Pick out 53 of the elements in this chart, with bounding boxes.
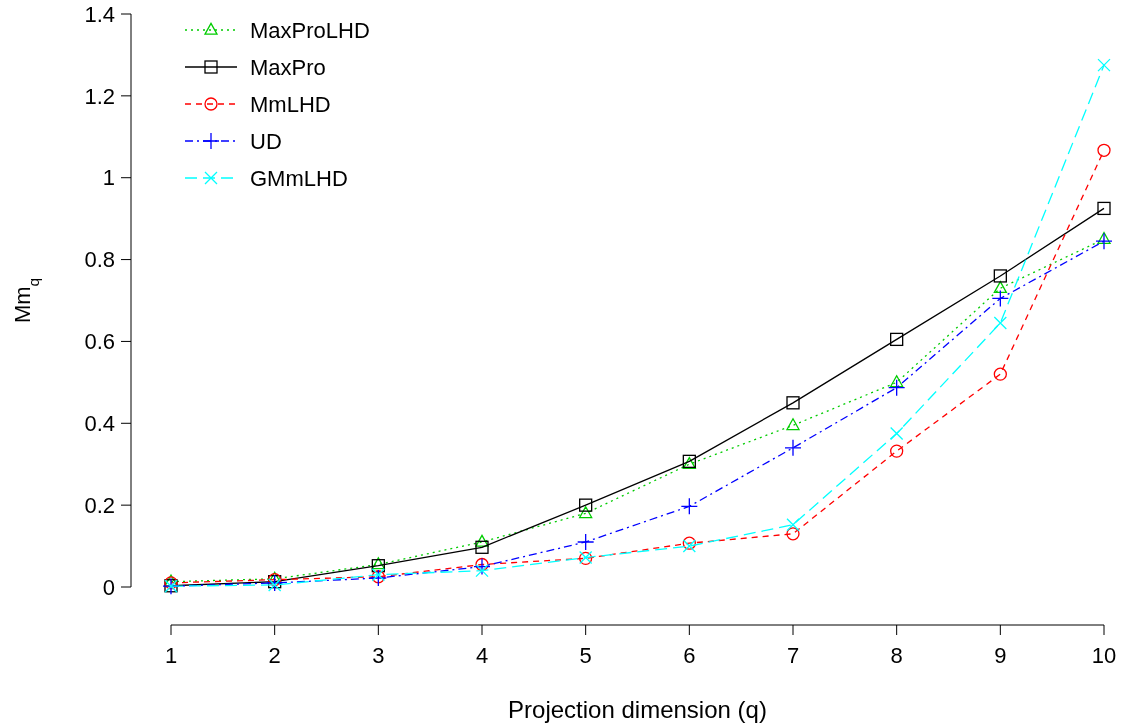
point	[991, 289, 1009, 308]
point	[475, 563, 489, 578]
point	[786, 527, 800, 541]
point	[1097, 201, 1111, 216]
point	[888, 379, 906, 397]
point	[786, 418, 800, 431]
y-tick-label: 1	[102, 165, 115, 191]
x-tick-label: 9	[994, 643, 1007, 668]
point	[579, 506, 593, 519]
y-tick-label: 1.2	[84, 83, 115, 109]
x-axis-title: Projection dimension (q)	[508, 696, 767, 723]
point	[1097, 231, 1111, 244]
y-tick-label: 0.2	[84, 492, 115, 518]
point	[1095, 232, 1113, 250]
legend-label: UD	[250, 128, 282, 154]
point	[786, 396, 800, 410]
point	[577, 533, 595, 551]
x-tick-label: 2	[268, 643, 281, 668]
point	[993, 269, 1007, 283]
y-tick-label: 1.4	[84, 1, 115, 27]
x-tick-label: 1	[164, 643, 178, 668]
point	[475, 534, 489, 547]
point	[993, 280, 1007, 294]
point	[579, 498, 593, 512]
point	[680, 497, 698, 516]
x-tick-label: 3	[372, 643, 385, 668]
point	[890, 375, 904, 388]
point	[890, 444, 904, 458]
y-tick-label: 0.4	[84, 410, 115, 436]
point	[475, 540, 489, 554]
legend-label: MaxProLHD	[250, 17, 370, 43]
point	[475, 557, 489, 572]
point	[473, 557, 491, 576]
x-tick-label: 6	[683, 643, 696, 668]
x-tick-label: 7	[786, 643, 800, 668]
x-tick-label: 4	[475, 643, 489, 668]
point	[993, 367, 1007, 381]
point	[890, 426, 904, 441]
point	[1097, 58, 1111, 72]
legend-label: MaxPro	[250, 54, 326, 80]
x-tick-label: 8	[890, 643, 903, 668]
point	[993, 316, 1007, 330]
point	[890, 332, 904, 347]
point	[786, 518, 800, 532]
point	[1097, 143, 1111, 157]
y-tick-label: 0.8	[84, 247, 115, 273]
point	[784, 439, 802, 457]
x-tick-label: 10	[1091, 643, 1117, 668]
legend-label: GMmLHD	[250, 165, 348, 191]
x-tick-label: 5	[579, 643, 592, 668]
legend-label: MmLHD	[250, 91, 331, 117]
y-tick-label: 0.6	[84, 329, 115, 355]
y-tick-label: 0	[102, 574, 115, 600]
